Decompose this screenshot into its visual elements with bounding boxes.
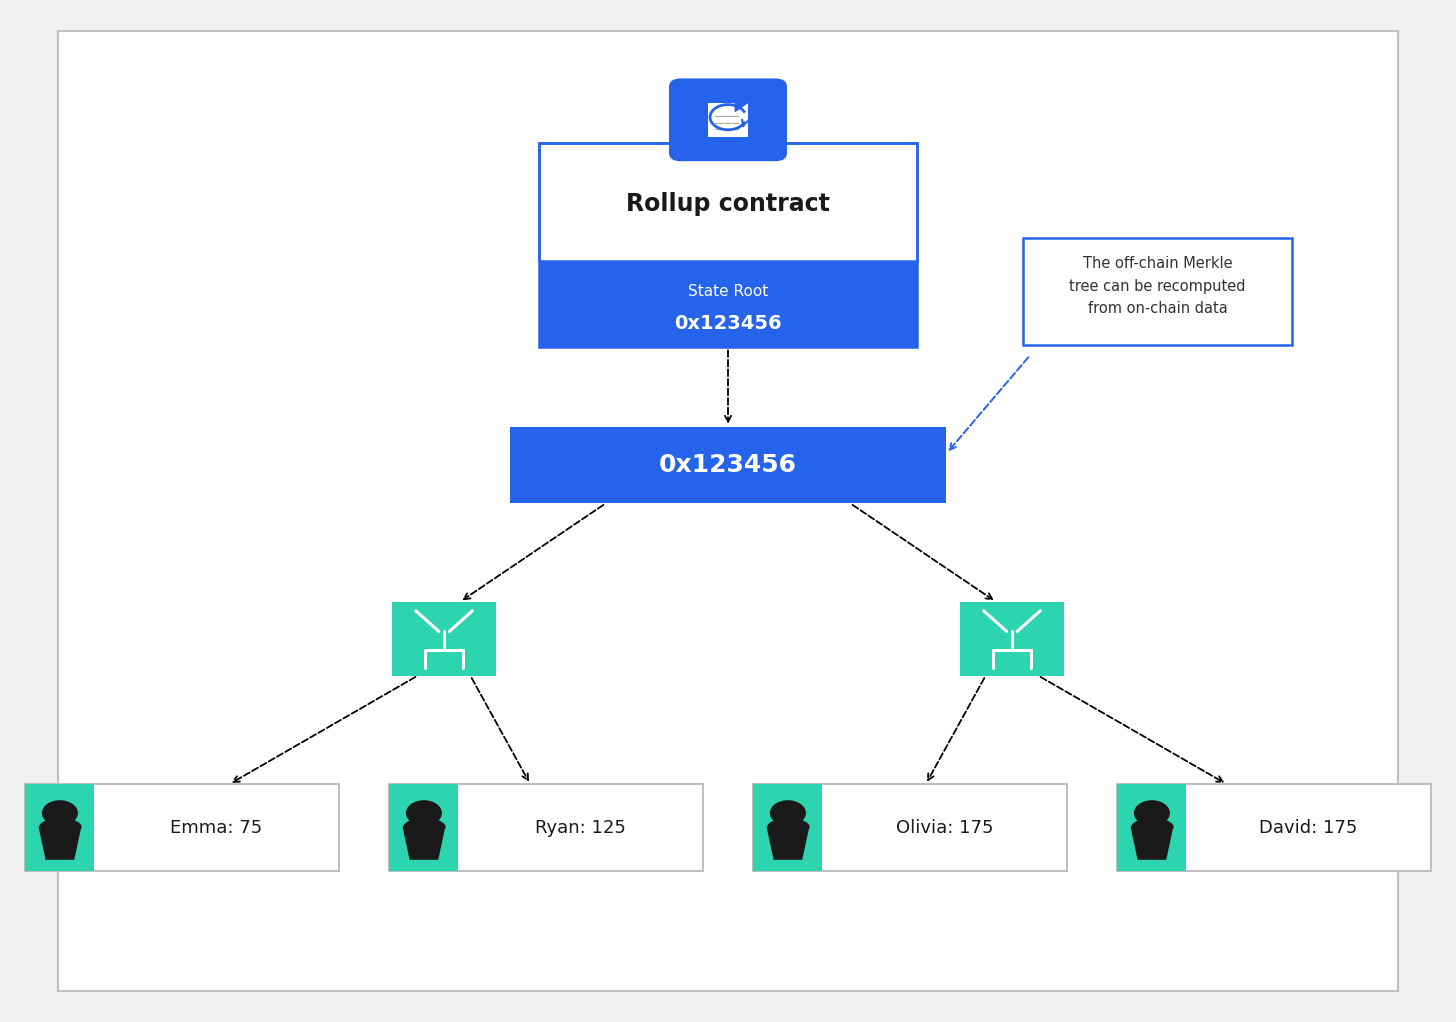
FancyBboxPatch shape xyxy=(539,143,917,261)
FancyBboxPatch shape xyxy=(539,261,917,347)
FancyBboxPatch shape xyxy=(708,102,748,137)
FancyBboxPatch shape xyxy=(1118,785,1430,871)
Polygon shape xyxy=(767,827,808,860)
Text: David: 175: David: 175 xyxy=(1259,819,1357,837)
FancyBboxPatch shape xyxy=(390,785,459,871)
Circle shape xyxy=(42,801,77,825)
FancyBboxPatch shape xyxy=(960,602,1064,676)
Polygon shape xyxy=(39,827,80,860)
Polygon shape xyxy=(1131,827,1172,860)
Polygon shape xyxy=(403,827,444,860)
Circle shape xyxy=(1134,801,1169,825)
FancyBboxPatch shape xyxy=(25,785,95,871)
FancyBboxPatch shape xyxy=(392,602,496,676)
Text: Emma: 75: Emma: 75 xyxy=(170,819,262,837)
Text: 0x123456: 0x123456 xyxy=(660,453,796,477)
FancyBboxPatch shape xyxy=(753,785,823,871)
FancyBboxPatch shape xyxy=(668,79,786,161)
FancyBboxPatch shape xyxy=(753,785,1066,871)
Text: The off-chain Merkle
tree can be recomputed
from on-chain data: The off-chain Merkle tree can be recompu… xyxy=(1069,257,1246,316)
FancyBboxPatch shape xyxy=(1118,785,1187,871)
FancyBboxPatch shape xyxy=(510,427,946,503)
Text: 0x123456: 0x123456 xyxy=(674,314,782,332)
Text: State Root: State Root xyxy=(687,283,769,298)
FancyBboxPatch shape xyxy=(25,785,338,871)
FancyBboxPatch shape xyxy=(1022,238,1293,345)
Polygon shape xyxy=(735,102,748,111)
FancyBboxPatch shape xyxy=(58,31,1398,991)
Text: Ryan: 125: Ryan: 125 xyxy=(534,819,626,837)
Circle shape xyxy=(770,801,805,825)
Text: Rollup contract: Rollup contract xyxy=(626,192,830,217)
FancyBboxPatch shape xyxy=(390,785,703,871)
Circle shape xyxy=(406,801,441,825)
Text: Olivia: 175: Olivia: 175 xyxy=(895,819,993,837)
